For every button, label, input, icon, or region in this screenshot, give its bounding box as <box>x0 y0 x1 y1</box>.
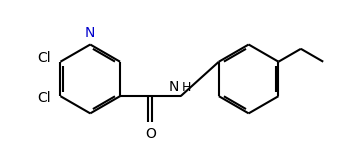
Text: N: N <box>169 80 179 94</box>
Text: N: N <box>85 26 95 40</box>
Text: Cl: Cl <box>37 51 51 65</box>
Text: H: H <box>182 81 191 94</box>
Text: O: O <box>145 127 156 141</box>
Text: Cl: Cl <box>37 91 51 105</box>
